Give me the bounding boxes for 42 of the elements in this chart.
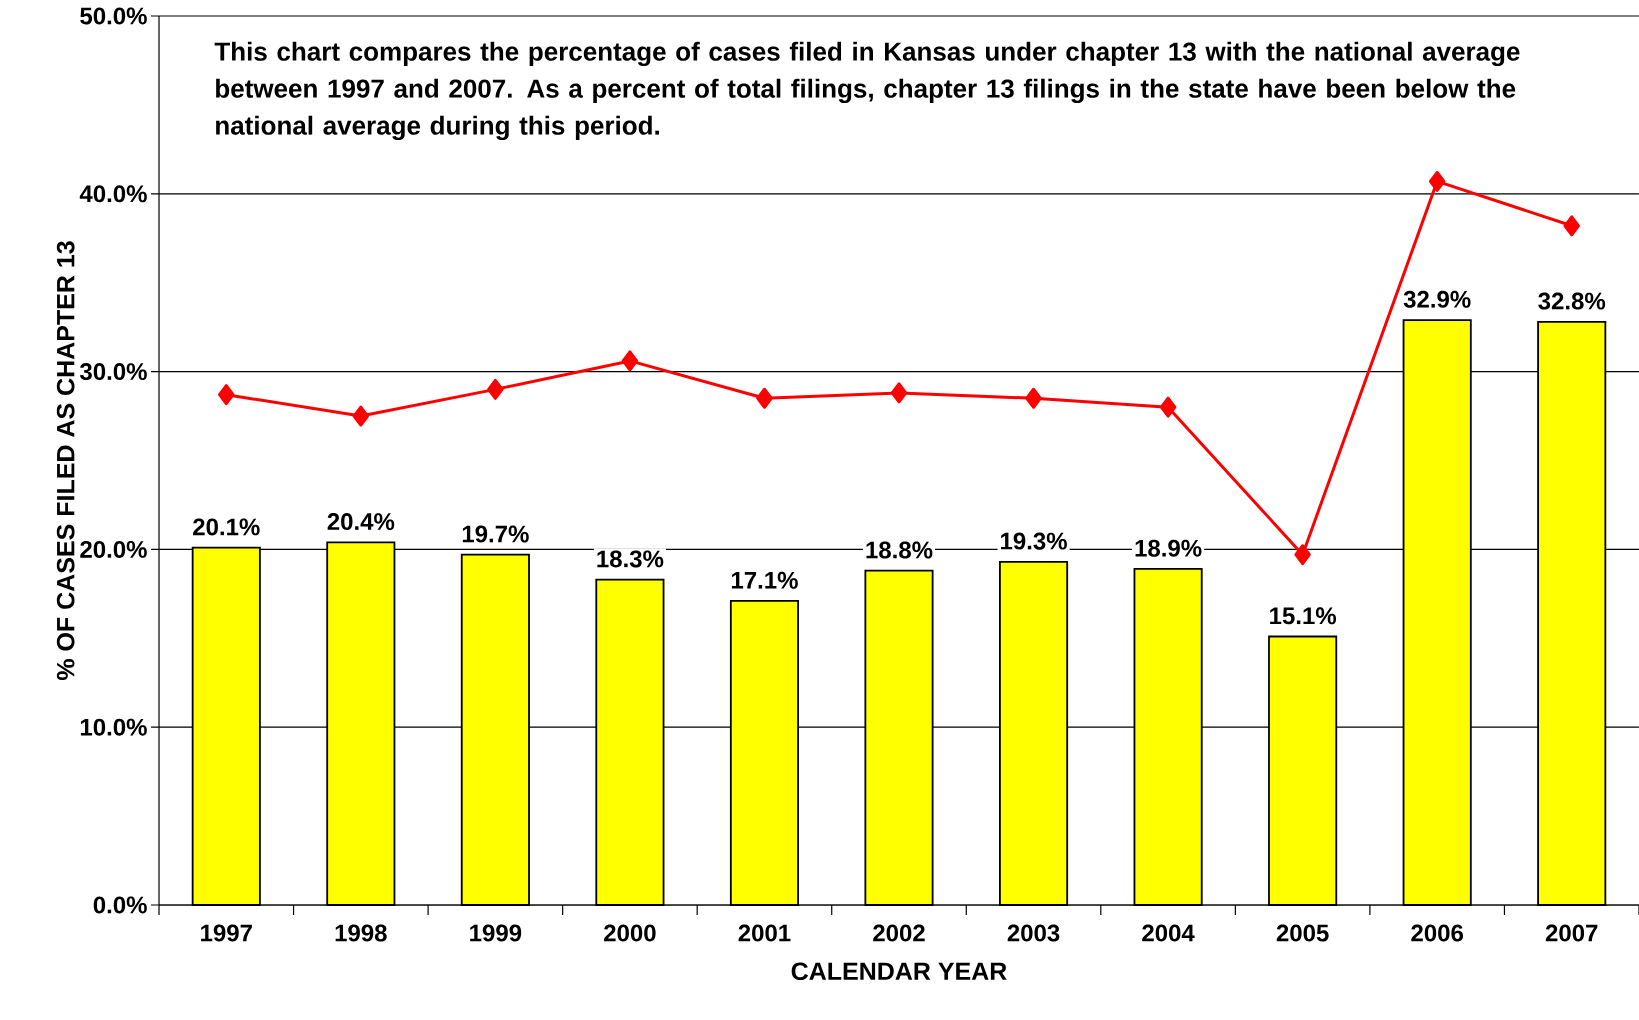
y-tick-label: 30.0%: [79, 363, 147, 381]
data-label: 15.1%: [1270, 607, 1337, 625]
x-tick-label: 2006: [1411, 924, 1463, 942]
x-tick-label: 1999: [470, 924, 522, 942]
point: [1159, 396, 1177, 418]
annotation: This chart compares the percentage of cases filed in Kansas under chapter 13 with the national average between 1997 and 2007. As a percent of total filings, chapter 13 filings in the state have been below the national average during this period.: [214, 41, 1520, 141]
data-label: 17.1%: [731, 571, 798, 589]
data-label: 19.3%: [1001, 532, 1067, 550]
y-tick-label: 0.0%: [93, 896, 147, 914]
x-tick-label: 2003: [1007, 924, 1060, 942]
point: [1294, 544, 1311, 566]
point: [1563, 215, 1580, 237]
data-label: 19.7%: [462, 525, 529, 543]
point: [890, 382, 908, 404]
y-axis-title: % OF CASES FILED AS CHAPTER 13: [56, 241, 75, 681]
data-label: 20.1%: [193, 518, 260, 536]
y-tick-label: 20.0%: [80, 540, 147, 558]
point: [1428, 170, 1446, 192]
x-tick-label: 2007: [1545, 924, 1598, 942]
x-tick-label: 1998: [335, 924, 387, 942]
x-tick-label: 2000: [604, 924, 656, 942]
data-label: 18.3%: [597, 550, 664, 568]
x-tick-label: 1997: [201, 924, 252, 942]
point: [756, 387, 773, 409]
point: [352, 405, 370, 427]
point: [487, 378, 504, 400]
y-tick-label: 10.0%: [80, 718, 147, 736]
x-tick-label: 2002: [873, 924, 925, 942]
data-label: 32.8%: [1538, 292, 1606, 310]
data-label: 32.9%: [1403, 290, 1471, 308]
y-tick-label: 50.0%: [80, 7, 147, 25]
data-label: 18.8%: [866, 541, 933, 559]
y-tick-label: 40.0%: [79, 185, 147, 203]
x-tick-label: 2004: [1142, 924, 1195, 942]
data-label: 18.9%: [1135, 539, 1202, 557]
point: [218, 384, 235, 406]
data-label: 20.4%: [327, 513, 395, 531]
point: [1025, 387, 1042, 409]
x-axis-title: CALENDAR YEAR: [791, 962, 1007, 981]
point: [621, 350, 639, 372]
x-tick-label: 2001: [738, 924, 791, 942]
x-tick-label: 2005: [1276, 924, 1329, 942]
